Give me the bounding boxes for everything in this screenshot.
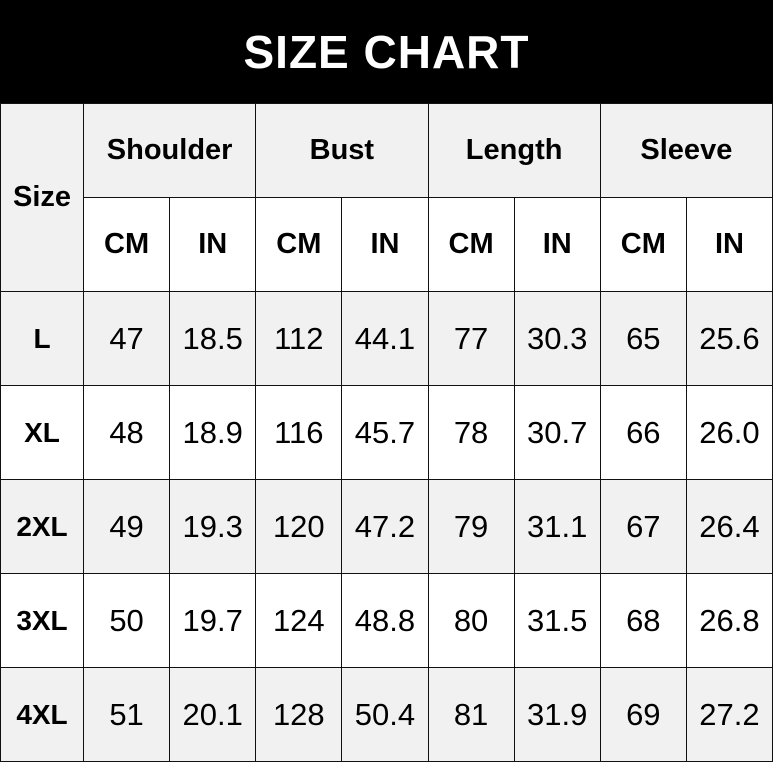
- value-cell: 50: [82, 573, 171, 668]
- value-cell: 51: [82, 667, 171, 762]
- group-header: Shoulder: [82, 103, 257, 198]
- size-cell: 4XL: [0, 667, 84, 762]
- value-cell: 80: [427, 573, 515, 668]
- value-cell: 47.2: [341, 479, 429, 574]
- value-cell: 48.8: [341, 573, 429, 668]
- value-cell: 18.5: [169, 291, 257, 386]
- value-cell: 26.0: [685, 385, 773, 480]
- unit-header: CM: [599, 197, 687, 292]
- value-cell: 66: [599, 385, 687, 480]
- unit-header: IN: [513, 197, 601, 292]
- value-cell: 25.6: [685, 291, 773, 386]
- value-cell: 30.7: [513, 385, 601, 480]
- table-row: XL 48 18.9 116 45.7 78 30.7 66 26.0: [0, 385, 773, 480]
- value-cell: 26.8: [685, 573, 773, 668]
- table-row: 4XL 51 20.1 128 50.4 81 31.9 69 27.2: [0, 667, 773, 762]
- size-cell: 3XL: [0, 573, 84, 668]
- value-cell: 65: [599, 291, 687, 386]
- group-header: Length: [427, 103, 601, 198]
- size-header: Size: [0, 103, 84, 292]
- unit-header: IN: [169, 197, 257, 292]
- value-cell: 67: [599, 479, 687, 574]
- value-cell: 79: [427, 479, 515, 574]
- value-cell: 78: [427, 385, 515, 480]
- value-cell: 19.3: [169, 479, 257, 574]
- unit-header: CM: [82, 197, 171, 292]
- size-cell: 2XL: [0, 479, 84, 574]
- size-table: Size Shoulder Bust Length Sleeve CM IN C…: [0, 103, 773, 762]
- value-cell: 31.9: [513, 667, 601, 762]
- table-row: 3XL 50 19.7 124 48.8 80 31.5 68 26.8: [0, 573, 773, 668]
- size-cell: XL: [0, 385, 84, 480]
- value-cell: 47: [82, 291, 171, 386]
- value-cell: 68: [599, 573, 687, 668]
- value-cell: 77: [427, 291, 515, 386]
- value-cell: 48: [82, 385, 171, 480]
- size-cell: L: [0, 291, 84, 386]
- value-cell: 49: [82, 479, 171, 574]
- unit-header: CM: [255, 197, 343, 292]
- unit-header: IN: [685, 197, 773, 292]
- value-cell: 81: [427, 667, 515, 762]
- page-title: SIZE CHART: [0, 0, 773, 103]
- header-row: Size Shoulder Bust Length Sleeve: [0, 103, 773, 292]
- value-cell: 128: [255, 667, 343, 762]
- group-header: Bust: [255, 103, 429, 198]
- value-cell: 116: [255, 385, 343, 480]
- value-cell: 31.5: [513, 573, 601, 668]
- table-row: 2XL 49 19.3 120 47.2 79 31.1 67 26.4: [0, 479, 773, 574]
- value-cell: 120: [255, 479, 343, 574]
- value-cell: 45.7: [341, 385, 429, 480]
- value-cell: 69: [599, 667, 687, 762]
- value-cell: 44.1: [341, 291, 429, 386]
- value-cell: 26.4: [685, 479, 773, 574]
- value-cell: 30.3: [513, 291, 601, 386]
- value-cell: 27.2: [685, 667, 773, 762]
- value-cell: 112: [255, 291, 343, 386]
- value-cell: 20.1: [169, 667, 257, 762]
- value-cell: 50.4: [341, 667, 429, 762]
- value-cell: 19.7: [169, 573, 257, 668]
- value-cell: 18.9: [169, 385, 257, 480]
- table-row: L 47 18.5 112 44.1 77 30.3 65 25.6: [0, 291, 773, 386]
- unit-row: CM IN CM IN CM IN CM IN: [0, 197, 773, 292]
- group-header: Sleeve: [599, 103, 773, 198]
- value-cell: 124: [255, 573, 343, 668]
- unit-header: IN: [341, 197, 429, 292]
- unit-header: CM: [427, 197, 515, 292]
- value-cell: 31.1: [513, 479, 601, 574]
